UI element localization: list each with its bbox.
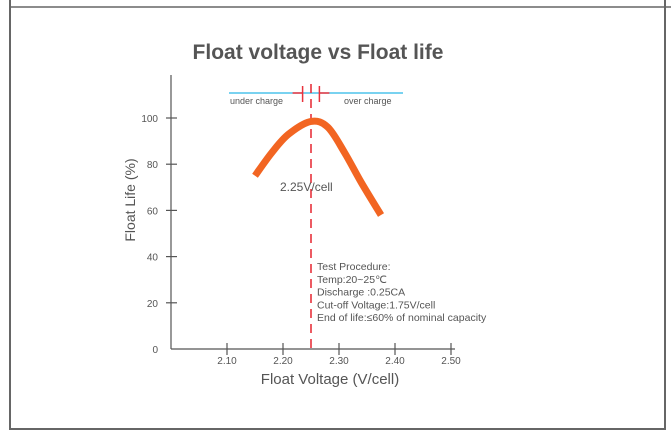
chart-title: Float voltage vs Float life <box>193 41 444 64</box>
annotation-line: End of life:≤60% of nominal capacity <box>317 312 487 324</box>
y-tick-label: 40 <box>147 253 159 264</box>
y-tick-label: 80 <box>147 160 159 171</box>
annotation-line: Discharge :0.25CA <box>317 287 405 299</box>
x-tick-label: 2.50 <box>441 356 461 367</box>
annotation-line: Temp:20~25℃ <box>317 274 387 286</box>
x-axis-label: Float Voltage (V/cell) <box>261 371 399 388</box>
under-charge-label: under charge <box>230 96 283 106</box>
over-charge-label: over charge <box>344 96 392 106</box>
ref-label: 2.25V/cell <box>280 180 333 194</box>
float-life-curve <box>252 117 384 217</box>
x-tick-label: 2.10 <box>217 356 237 367</box>
y-axis-label: Float Life (%) <box>122 158 138 241</box>
x-tick-label: 2.20 <box>273 356 293 367</box>
y-tick-label: 0 <box>152 345 158 356</box>
y-tick-label: 60 <box>147 206 159 217</box>
annotation-line: Cut-off Voltage:1.75V/cell <box>317 299 435 311</box>
x-tick-label: 2.30 <box>329 356 349 367</box>
y-tick-label: 20 <box>147 299 159 310</box>
x-tick-label: 2.40 <box>385 356 405 367</box>
annotation-line: Test Procedure: <box>317 261 391 273</box>
y-tick-label: 100 <box>141 114 158 125</box>
